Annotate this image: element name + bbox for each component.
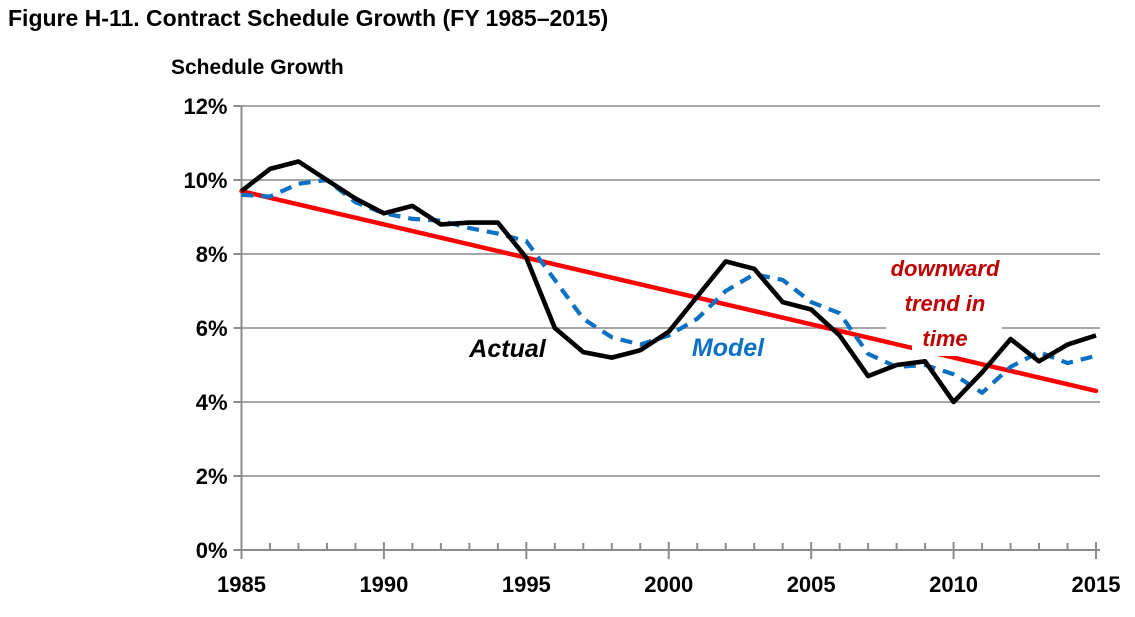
actual-series-label: Actual [469,335,546,363]
y-axis-title: Schedule Growth [171,56,344,79]
x-tick-label: 1995 [502,572,551,597]
y-tick-label: 10% [183,168,227,193]
trend-annotation: downward trend in time [855,251,1035,356]
model-series-line [241,177,1097,395]
trend-annotation-line-3: time [912,321,978,356]
y-tick-label: 0% [196,538,228,563]
x-tick-label: 2005 [787,572,836,597]
model-series-label: Model [691,334,765,362]
x-tick-label: 2000 [644,572,693,597]
figure-title: Figure H-11. Contract Schedule Growth (F… [8,5,609,31]
actual-series-line [240,159,1097,405]
y-tick-label: 2% [196,464,228,489]
y-tick-label: 12% [183,94,227,119]
x-tick-label: 1990 [359,572,408,597]
trend-annotation-line-2: trend in [904,291,986,316]
trend-annotation-line-1: downward [890,256,1000,281]
y-tick-label: 8% [196,242,228,267]
x-tick-label: 2010 [929,572,978,597]
trend-line [239,188,1099,394]
y-tick-label: 4% [196,390,228,415]
x-tick-label: 2015 [1072,572,1121,597]
x-tick-label: 1985 [217,572,266,597]
y-tick-label: 6% [196,316,228,341]
